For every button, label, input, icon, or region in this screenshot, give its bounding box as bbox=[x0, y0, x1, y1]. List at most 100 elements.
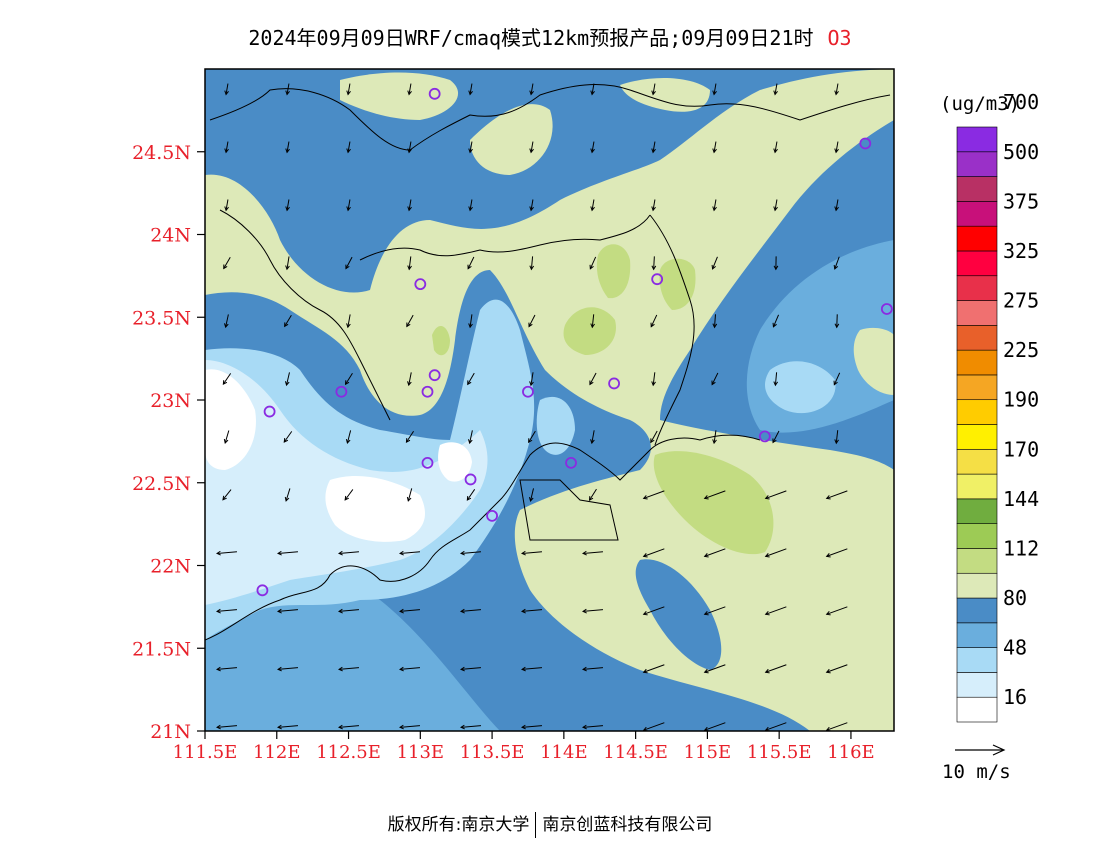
wind-vector bbox=[834, 83, 839, 96]
wind-vector bbox=[405, 430, 414, 444]
y-tick-label: 21N bbox=[150, 721, 191, 743]
wind-vector bbox=[407, 256, 412, 271]
x-tick-label: 115E bbox=[684, 742, 732, 763]
colorbar-swatch bbox=[956, 424, 998, 450]
wind-vector bbox=[712, 141, 717, 154]
wind-vector bbox=[224, 314, 229, 329]
colorbar-swatches bbox=[956, 126, 998, 723]
station-marker bbox=[263, 405, 276, 418]
station-marker bbox=[651, 273, 664, 286]
footer-company: 南京创蓝科技有限公司 bbox=[542, 815, 713, 835]
wind-reference-label: 10 m/s bbox=[942, 761, 1011, 783]
colorbar-swatch bbox=[956, 250, 998, 277]
wind-vector bbox=[529, 372, 534, 387]
y-tick-label: 24.5N bbox=[132, 142, 191, 164]
colorbar-swatch bbox=[956, 647, 998, 673]
wind-vector bbox=[764, 548, 787, 558]
wind-vector bbox=[224, 141, 229, 154]
wind-vector bbox=[529, 199, 534, 212]
wind-vector bbox=[711, 372, 719, 386]
wind-vector bbox=[337, 608, 360, 614]
station-marker bbox=[565, 456, 577, 469]
footer-copyright: 版权所有:南京大学 bbox=[387, 815, 530, 835]
wind-vector bbox=[529, 141, 534, 154]
wind-vector bbox=[407, 199, 412, 212]
wind-vector bbox=[406, 314, 414, 328]
colorbar-swatch bbox=[956, 548, 998, 574]
wind-vector bbox=[590, 314, 595, 329]
y-tick-label: 24N bbox=[150, 225, 191, 247]
x-tick-label: 113.5E bbox=[460, 742, 525, 763]
wind-vector bbox=[589, 256, 597, 270]
wind-vector bbox=[590, 141, 595, 154]
field-yellowgreen-2 bbox=[596, 244, 631, 299]
y-axis: 21N 21.5N 22N 22.5N 23N 23.5N 24N 24.5N bbox=[132, 142, 205, 743]
wind-vector bbox=[345, 256, 353, 270]
colorbar-swatch bbox=[956, 399, 998, 425]
field-white-3 bbox=[438, 442, 472, 482]
wind-vector bbox=[581, 724, 604, 730]
x-tick-label: 114E bbox=[540, 742, 588, 763]
field-green-northwest bbox=[340, 72, 459, 120]
colorbar-level-label: 325 bbox=[1003, 239, 1039, 263]
wind-vector bbox=[459, 608, 482, 614]
wind-vector bbox=[406, 488, 413, 502]
colorbar-swatch bbox=[956, 696, 998, 723]
y-tick-label: 23N bbox=[150, 390, 191, 412]
wind-vector bbox=[712, 430, 717, 445]
wind-vector bbox=[284, 372, 290, 387]
wind-vector bbox=[468, 141, 473, 154]
wind-vector bbox=[459, 550, 482, 556]
wind-vector bbox=[520, 550, 543, 556]
field-blue-channel-south bbox=[635, 559, 722, 670]
colorbar-swatch bbox=[956, 325, 998, 351]
wind-vector bbox=[642, 490, 665, 500]
wind-vector bbox=[284, 488, 291, 502]
wind-vector bbox=[222, 373, 232, 385]
wind-vector bbox=[398, 666, 421, 672]
colorbar-swatch bbox=[956, 349, 998, 376]
field-sky-blue-bay bbox=[536, 396, 575, 455]
wind-vector bbox=[529, 83, 534, 96]
wind-vector bbox=[711, 256, 718, 270]
wind-vector bbox=[344, 372, 353, 386]
station-marker bbox=[522, 385, 534, 398]
station-marker bbox=[859, 137, 872, 150]
wind-vector bbox=[407, 372, 412, 387]
colorbar-swatch bbox=[956, 672, 998, 698]
border-central bbox=[359, 214, 651, 261]
station-marker bbox=[758, 430, 771, 443]
wind-vector bbox=[703, 490, 726, 500]
colorbar-swatch bbox=[956, 151, 998, 177]
field-green-north-center bbox=[470, 104, 553, 175]
x-axis: 111.5E 112E 112.5E 113E 113.5E 114E 114.5E 115E… bbox=[173, 731, 875, 763]
field-yellowgreen-1 bbox=[563, 307, 616, 355]
wind-vector bbox=[588, 488, 597, 502]
wind-vector bbox=[467, 372, 475, 386]
wind-vector bbox=[834, 314, 840, 329]
wind-vector bbox=[651, 141, 656, 154]
field-green-north bbox=[205, 69, 894, 731]
wind-reference-arrowhead bbox=[992, 744, 1006, 756]
title-pollutant: O3 bbox=[827, 26, 852, 50]
colorbar-swatch bbox=[956, 176, 998, 202]
station-marker bbox=[335, 385, 348, 398]
y-tick-label: 23.5N bbox=[132, 307, 191, 329]
wind-vector bbox=[773, 83, 778, 96]
colorbar-level-label: 375 bbox=[1003, 189, 1039, 213]
wind-vector bbox=[520, 666, 543, 672]
wind-vector bbox=[833, 256, 840, 270]
wind-vector bbox=[346, 141, 351, 154]
wind-vector bbox=[712, 83, 717, 96]
wind-vector bbox=[224, 83, 229, 96]
wind-vector bbox=[589, 372, 597, 386]
wind-vector bbox=[407, 83, 412, 96]
wind-vector bbox=[642, 548, 665, 558]
wind-vector bbox=[346, 314, 351, 329]
wind-vector bbox=[466, 489, 476, 501]
wind-vector bbox=[529, 256, 535, 271]
station-marker bbox=[428, 369, 441, 382]
border-hk bbox=[519, 479, 619, 541]
wind-vector bbox=[650, 314, 658, 328]
border-east bbox=[649, 214, 695, 446]
